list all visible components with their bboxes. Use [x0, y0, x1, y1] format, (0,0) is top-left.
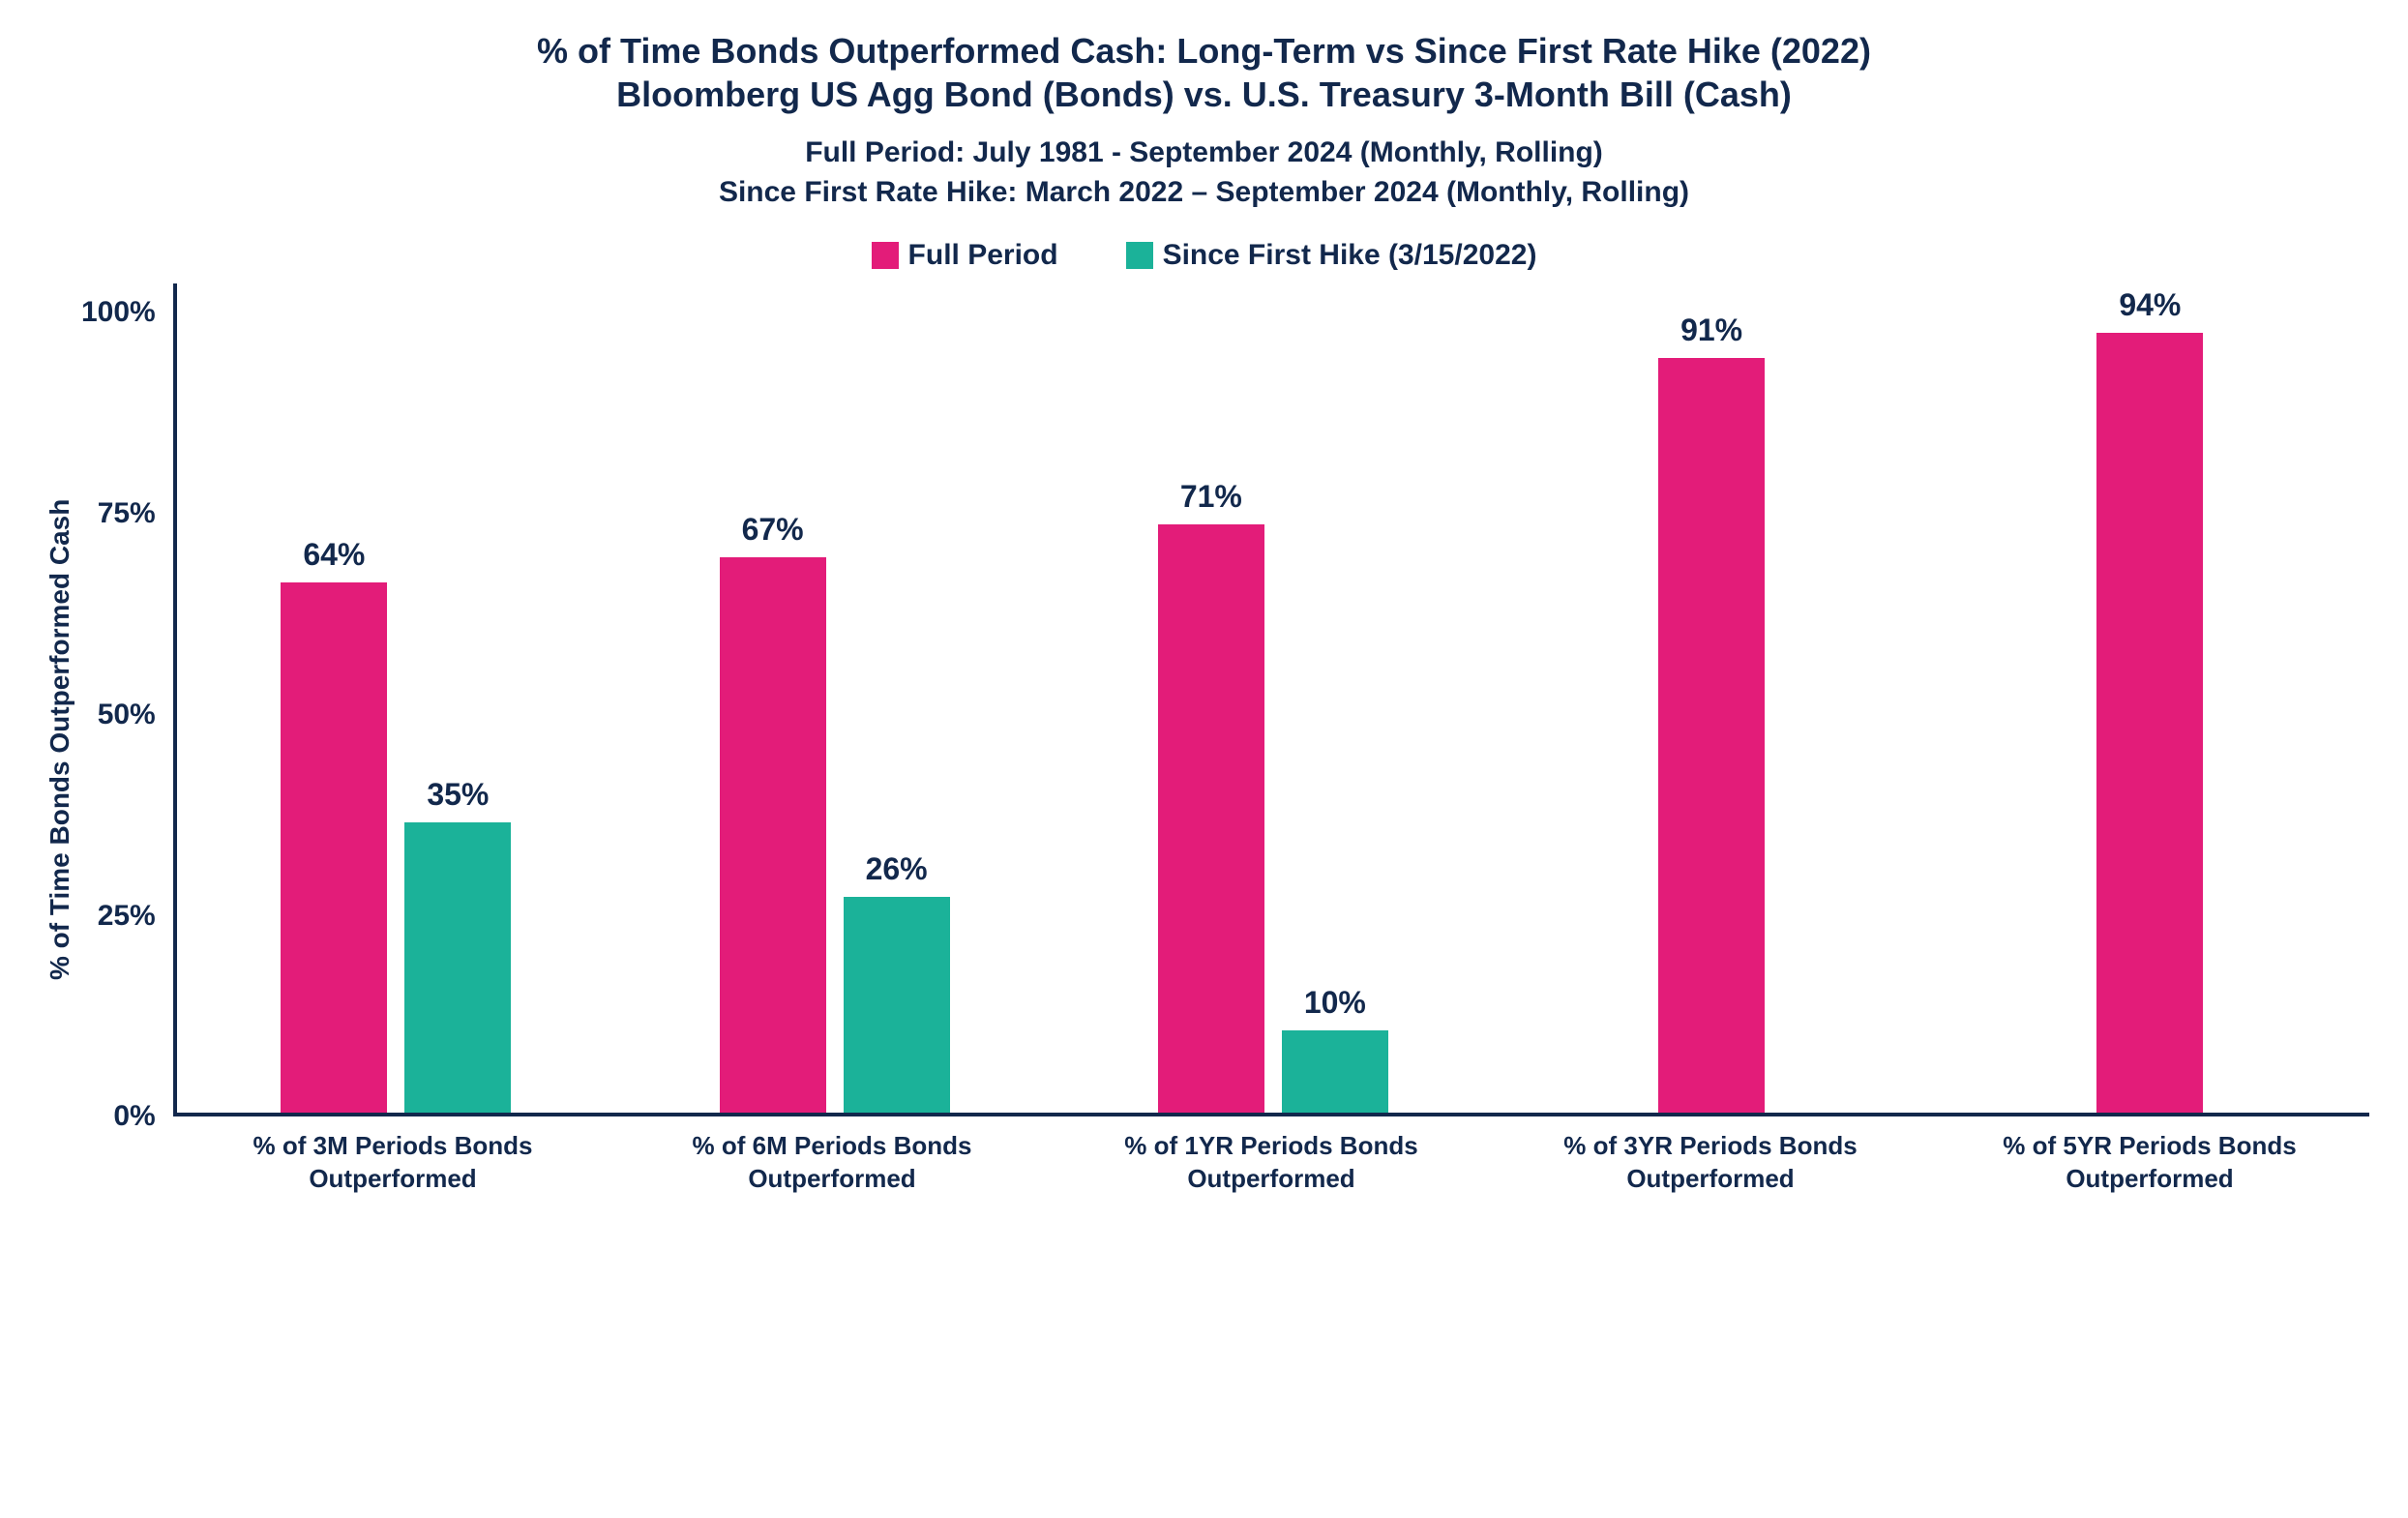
bar-series-0: 91%: [1658, 358, 1765, 1113]
bar-data-label: 10%: [1304, 985, 1366, 1021]
x-axis-label: % of 6M Periods BondsOutperformed: [658, 1130, 1006, 1196]
x-axis-row: % of 3M Periods BondsOutperformed % of 6M…: [81, 1116, 2369, 1196]
legend-label-0: Full Period: [908, 239, 1058, 272]
y-tick: 75%: [98, 499, 156, 528]
chart-container: % of Time Bonds Outperformed Cash: Long-…: [0, 0, 2408, 1235]
y-tick: 0%: [113, 1102, 155, 1131]
bar-data-label: 35%: [427, 777, 489, 813]
x-axis-label: % of 5YR Periods BondsOutperformed: [1976, 1130, 2324, 1196]
y-tick: 50%: [98, 700, 156, 729]
bar-groups: 64%35%67%26%71%10%91%94%: [177, 283, 2369, 1113]
x-axis-label: % of 3M Periods BondsOutperformed: [219, 1130, 567, 1196]
bar-data-label: 71%: [1180, 479, 1242, 515]
bar-series-1: 10%: [1282, 1030, 1388, 1114]
x-axis-label: % of 1YR Periods BondsOutperformed: [1097, 1130, 1445, 1196]
bar-data-label: 26%: [866, 851, 928, 887]
bar-group: 71%10%: [1099, 283, 1447, 1113]
legend-item-1: Since First Hike (3/15/2022): [1126, 239, 1537, 272]
bar-data-label: 67%: [742, 512, 804, 548]
plot-row: 100%75%50%25%0% 64%35%67%26%71%10%91%94%: [81, 283, 2369, 1116]
chart-title-line-1: % of Time Bonds Outperformed Cash: Long-…: [39, 29, 2369, 73]
chart-title-line-2: Bloomberg US Agg Bond (Bonds) vs. U.S. T…: [39, 73, 2369, 116]
bar-series-1: 35%: [404, 822, 511, 1113]
bar-series-0: 67%: [720, 557, 826, 1113]
plot-column: 100%75%50%25%0% 64%35%67%26%71%10%91%94%…: [81, 283, 2369, 1196]
x-labels: % of 3M Periods BondsOutperformed % of 6M…: [173, 1130, 2369, 1196]
titles-block: % of Time Bonds Outperformed Cash: Long-…: [39, 29, 2369, 212]
bar-group: 91%: [1537, 283, 1886, 1113]
legend-item-0: Full Period: [872, 239, 1058, 272]
chart-subtitle-line-1: Full Period: July 1981 - September 2024 …: [39, 134, 2369, 173]
x-axis-label: % of 3YR Periods BondsOutperformed: [1536, 1130, 1885, 1196]
bar-group: 64%35%: [222, 283, 570, 1113]
legend-label-1: Since First Hike (3/15/2022): [1163, 239, 1537, 272]
bar-series-0: 64%: [281, 582, 387, 1114]
plot-area: 64%35%67%26%71%10%91%94%: [173, 283, 2369, 1116]
bar-data-label: 64%: [303, 537, 365, 573]
bar-data-label: 94%: [2119, 287, 2181, 323]
legend: Full Period Since First Hike (3/15/2022): [872, 239, 1537, 272]
y-ticks: 100%75%50%25%0%: [81, 283, 173, 1116]
bar-series-0: 71%: [1158, 524, 1264, 1114]
bar-group: 94%: [1976, 283, 2324, 1113]
bar-series-0: 94%: [2096, 333, 2203, 1113]
y-tick: 25%: [98, 902, 156, 931]
legend-swatch-0: [872, 242, 899, 269]
y-tick: 100%: [81, 298, 156, 327]
bar-data-label: 91%: [1680, 313, 1742, 348]
bar-group: 67%26%: [661, 283, 1009, 1113]
bar-series-1: 26%: [844, 897, 950, 1113]
y-axis-label: % of Time Bonds Outperformed Cash: [39, 283, 81, 1196]
chart-subtitle-line-2: Since First Rate Hike: March 2022 – Sept…: [39, 173, 2369, 213]
chart-body: % of Time Bonds Outperformed Cash 100% 75…: [39, 283, 2369, 1196]
legend-swatch-1: [1126, 242, 1153, 269]
